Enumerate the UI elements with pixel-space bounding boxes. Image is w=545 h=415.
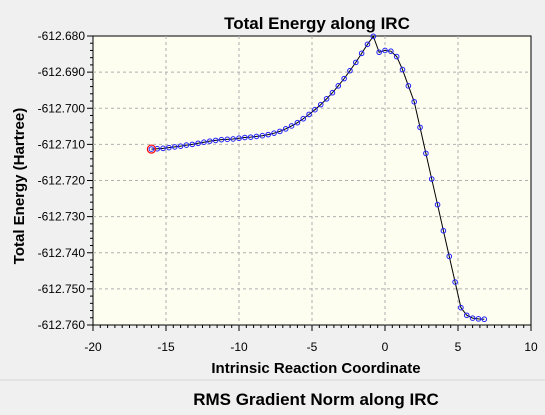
data-point[interactable] (253, 133, 260, 140)
y-tick-label: -612.710 (38, 137, 86, 151)
data-point[interactable] (364, 41, 371, 48)
data-point[interactable] (171, 144, 178, 150)
data-point[interactable] (247, 134, 254, 140)
y-tick-label: -612.690 (38, 65, 86, 79)
data-point[interactable] (481, 316, 488, 323)
x-axis-label: Intrinsic Reaction Coordinate (211, 360, 420, 377)
data-point[interactable] (195, 140, 201, 147)
data-point[interactable] (323, 96, 330, 102)
series-line (151, 35, 485, 320)
chart-title: Total Energy along IRC (224, 14, 410, 33)
data-point[interactable] (452, 279, 458, 285)
data-point[interactable] (423, 150, 429, 157)
data-point[interactable] (224, 136, 231, 143)
data-point[interactable] (353, 59, 359, 66)
data-point[interactable] (417, 124, 423, 131)
data-point[interactable] (242, 134, 248, 141)
data-point[interactable] (207, 138, 213, 144)
data-point[interactable] (288, 123, 295, 129)
y-tick-label: -612.750 (38, 282, 86, 296)
grid-lines (93, 36, 531, 325)
data-point[interactable] (463, 312, 470, 319)
data-point[interactable] (370, 33, 377, 40)
data-point[interactable] (376, 49, 382, 56)
x-tick-label: -5 (307, 340, 318, 354)
data-point[interactable] (446, 253, 453, 260)
data-point[interactable] (329, 89, 336, 96)
data-point[interactable] (300, 115, 307, 122)
x-tick-label: 0 (382, 340, 389, 354)
data-point[interactable] (201, 139, 207, 146)
y-axis-label: Total Energy (Hartree) (11, 108, 28, 264)
data-point[interactable] (434, 201, 441, 208)
data-point[interactable] (411, 98, 418, 105)
data-point[interactable] (458, 304, 464, 311)
data-point[interactable] (183, 142, 190, 148)
data-point[interactable] (469, 315, 476, 321)
y-tick-label: -612.700 (38, 101, 86, 115)
x-tick-label: -15 (157, 340, 175, 354)
y-tick-label: -612.760 (38, 318, 86, 332)
data-point[interactable] (358, 50, 365, 57)
data-point[interactable] (160, 145, 166, 152)
x-tick-label: -20 (84, 340, 102, 354)
data-point[interactable] (230, 136, 236, 142)
data-point-layer (146, 33, 488, 323)
data-point[interactable] (399, 66, 406, 73)
data-point[interactable] (166, 144, 172, 151)
data-point[interactable] (212, 137, 219, 144)
data-point[interactable] (428, 176, 435, 182)
data-point[interactable] (475, 316, 482, 322)
data-point[interactable] (282, 126, 289, 132)
data-point[interactable] (382, 47, 388, 54)
data-point[interactable] (440, 227, 447, 234)
data-point[interactable] (312, 106, 318, 113)
data-point[interactable] (388, 48, 394, 54)
series-line-layer (151, 35, 485, 320)
current-point-marker[interactable] (146, 144, 156, 154)
data-point[interactable] (277, 128, 283, 135)
y-tick-label: -612.720 (38, 174, 86, 188)
data-point[interactable] (271, 130, 277, 136)
data-point[interactable] (294, 119, 301, 126)
data-point[interactable] (236, 135, 242, 142)
data-point[interactable] (347, 67, 353, 74)
x-tick-label: 10 (524, 340, 538, 354)
data-point[interactable] (306, 111, 312, 118)
data-point[interactable] (177, 143, 184, 149)
data-point[interactable] (405, 83, 412, 89)
data-point[interactable] (393, 53, 400, 60)
data-point[interactable] (148, 146, 155, 152)
data-point[interactable] (335, 83, 342, 89)
data-point[interactable] (265, 131, 272, 138)
y-tick-label: -612.680 (38, 29, 86, 43)
x-tick-label: 5 (455, 340, 462, 354)
data-point[interactable] (189, 141, 196, 148)
data-point[interactable] (218, 136, 225, 143)
x-tick-label: -10 (230, 340, 248, 354)
y-tick-label: -612.730 (38, 210, 86, 224)
data-point[interactable] (317, 101, 324, 108)
gradient-chart-title: RMS Gradient Norm along IRC (193, 390, 439, 409)
data-point[interactable] (259, 132, 266, 139)
y-tick-label: -612.740 (38, 246, 86, 260)
data-point[interactable] (341, 75, 347, 82)
axis-ticks: -20 -15 -10 -5 0 5 10 -612.680 -612.690 -612.700 -… (38, 29, 538, 354)
